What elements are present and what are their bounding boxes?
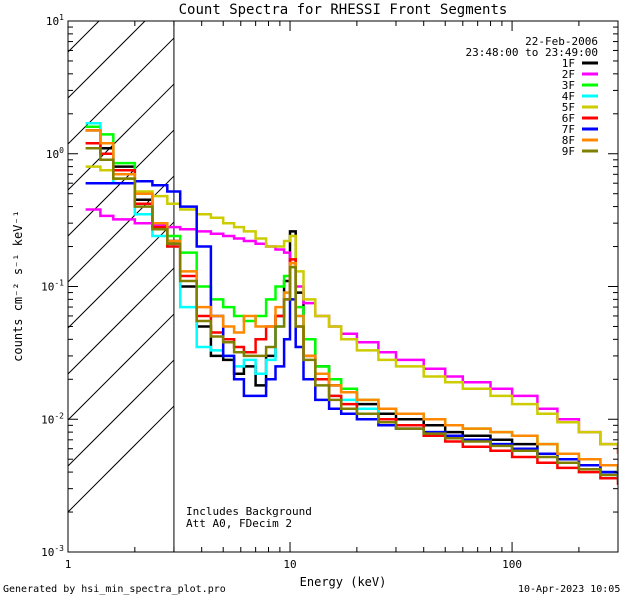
series-5F [85, 165, 618, 454]
x-tick-label-2: 100 [502, 558, 522, 571]
x-axis-label: Energy (keV) [300, 575, 387, 589]
series-9F [85, 147, 618, 482]
attenuator-note: Att A0, FDecim 2 [186, 517, 292, 530]
hatch-line-0 [68, 405, 175, 513]
series-3F [85, 125, 618, 473]
generated-by-label: Generated by hsi_min_spectra_plot.pro [3, 584, 226, 595]
legend-label-9F: 9F [562, 145, 575, 158]
legend-label-2F: 2F [562, 68, 575, 81]
series-2F [85, 208, 618, 454]
x-tick-label-0: 1 [65, 558, 72, 571]
x-tick-label-1: 10 [283, 558, 296, 571]
legend-label-5F: 5F [562, 101, 575, 114]
hatch-line-9 [68, 21, 146, 99]
hatch-line-7 [68, 83, 175, 191]
legend-label-8F: 8F [562, 134, 575, 147]
plot-frame [67, 20, 619, 553]
hatch-line-8 [68, 37, 175, 145]
y-tick-label-3: 100 [46, 146, 64, 161]
axis-ticks [67, 20, 619, 553]
timestamp-label: 10-Apr-2023 10:05 [518, 584, 621, 595]
hatch-line-2 [68, 313, 175, 421]
legend-label-3F: 3F [562, 79, 575, 92]
y-tick-label-4: 101 [46, 13, 64, 28]
y-tick-label-0: 10-3 [41, 544, 64, 559]
hatch-line-11 [68, 0, 174, 6]
background-note: Includes Background [186, 505, 312, 518]
legend-label-1F: 1F [562, 57, 575, 70]
series-4F [85, 121, 618, 480]
hatch-line-1 [68, 359, 175, 467]
date-label: 22-Feb-2006 [525, 35, 598, 48]
time-range-label: 23:48:00 to 23:49:00 [466, 46, 598, 59]
series-8F [85, 129, 618, 473]
hatched-region [68, 0, 175, 513]
y-axis-label: counts cm⁻² s⁻¹ keV⁻¹ [11, 210, 25, 362]
legend-label-6F: 6F [562, 112, 575, 125]
series-6F [85, 141, 618, 485]
hatch-line-4 [68, 221, 175, 329]
y-tick-label-1: 10-2 [41, 411, 64, 426]
series-1F [85, 129, 618, 480]
y-tick-label-2: 10-1 [41, 279, 64, 294]
hatch-line-10 [68, 21, 100, 53]
chart-title: Count Spectra for RHESSI Front Segments [179, 2, 508, 18]
legend-label-7F: 7F [562, 123, 575, 136]
hatch-line-5 [68, 175, 175, 283]
legend-label-4F: 4F [562, 90, 575, 103]
hatch-line-3 [68, 267, 175, 375]
